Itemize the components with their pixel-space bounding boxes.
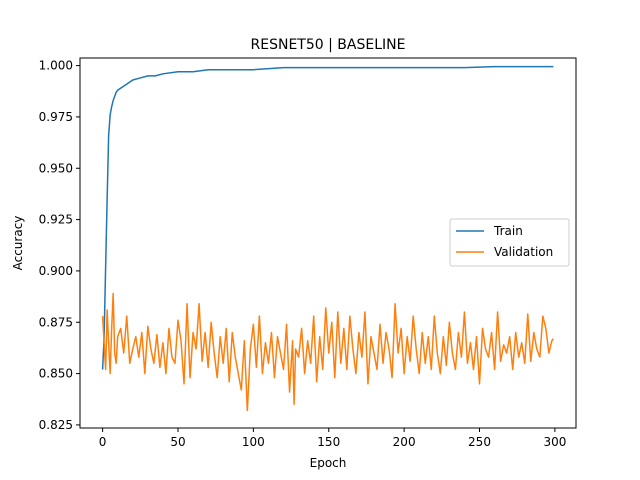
x-tick-label: 200 [393,435,416,449]
x-tick-label: 300 [543,435,566,449]
legend: Train Validation [449,218,570,267]
axes-frame [79,57,577,429]
legend-train-label: Train [493,224,523,238]
plot-area: 0 50 100 150 200 250 300 0.8250.8500.8750.9000… [39,57,577,449]
y-tick-label: 0.975 [39,110,73,124]
x-tick-label: 250 [468,435,491,449]
y-tick-label: 0.875 [39,315,73,329]
x-tick-label: 50 [170,435,185,449]
y-tick-label: 0.925 [39,213,73,227]
y-tick-label: 0.950 [39,161,73,175]
y-tick-label: 0.900 [39,264,73,278]
chart-title: RESNET50 | BASELINE [251,37,406,53]
series-layer [101,65,554,412]
y-axis-ticks: 0.825 0.850 0.875 0.900 0.925 0.950 0.975 1.000 [39,59,80,432]
series-line-validation [101,292,554,412]
y-tick-label: 0.825 [39,418,73,432]
y-axis-label: Accuracy [11,216,25,271]
series-line-train [101,65,554,370]
x-tick-label: 100 [242,435,265,449]
x-axis-ticks: 0 50 100 150 200 250 300 [99,428,566,449]
y-tick-label: 1.000 [39,59,73,73]
y-tick-label: 0.850 [39,367,73,381]
x-tick-label: 150 [317,435,340,449]
x-axis-label: Epoch [310,456,347,470]
legend-validation-label: Validation [494,245,553,259]
x-tick-label: 0 [99,435,107,449]
